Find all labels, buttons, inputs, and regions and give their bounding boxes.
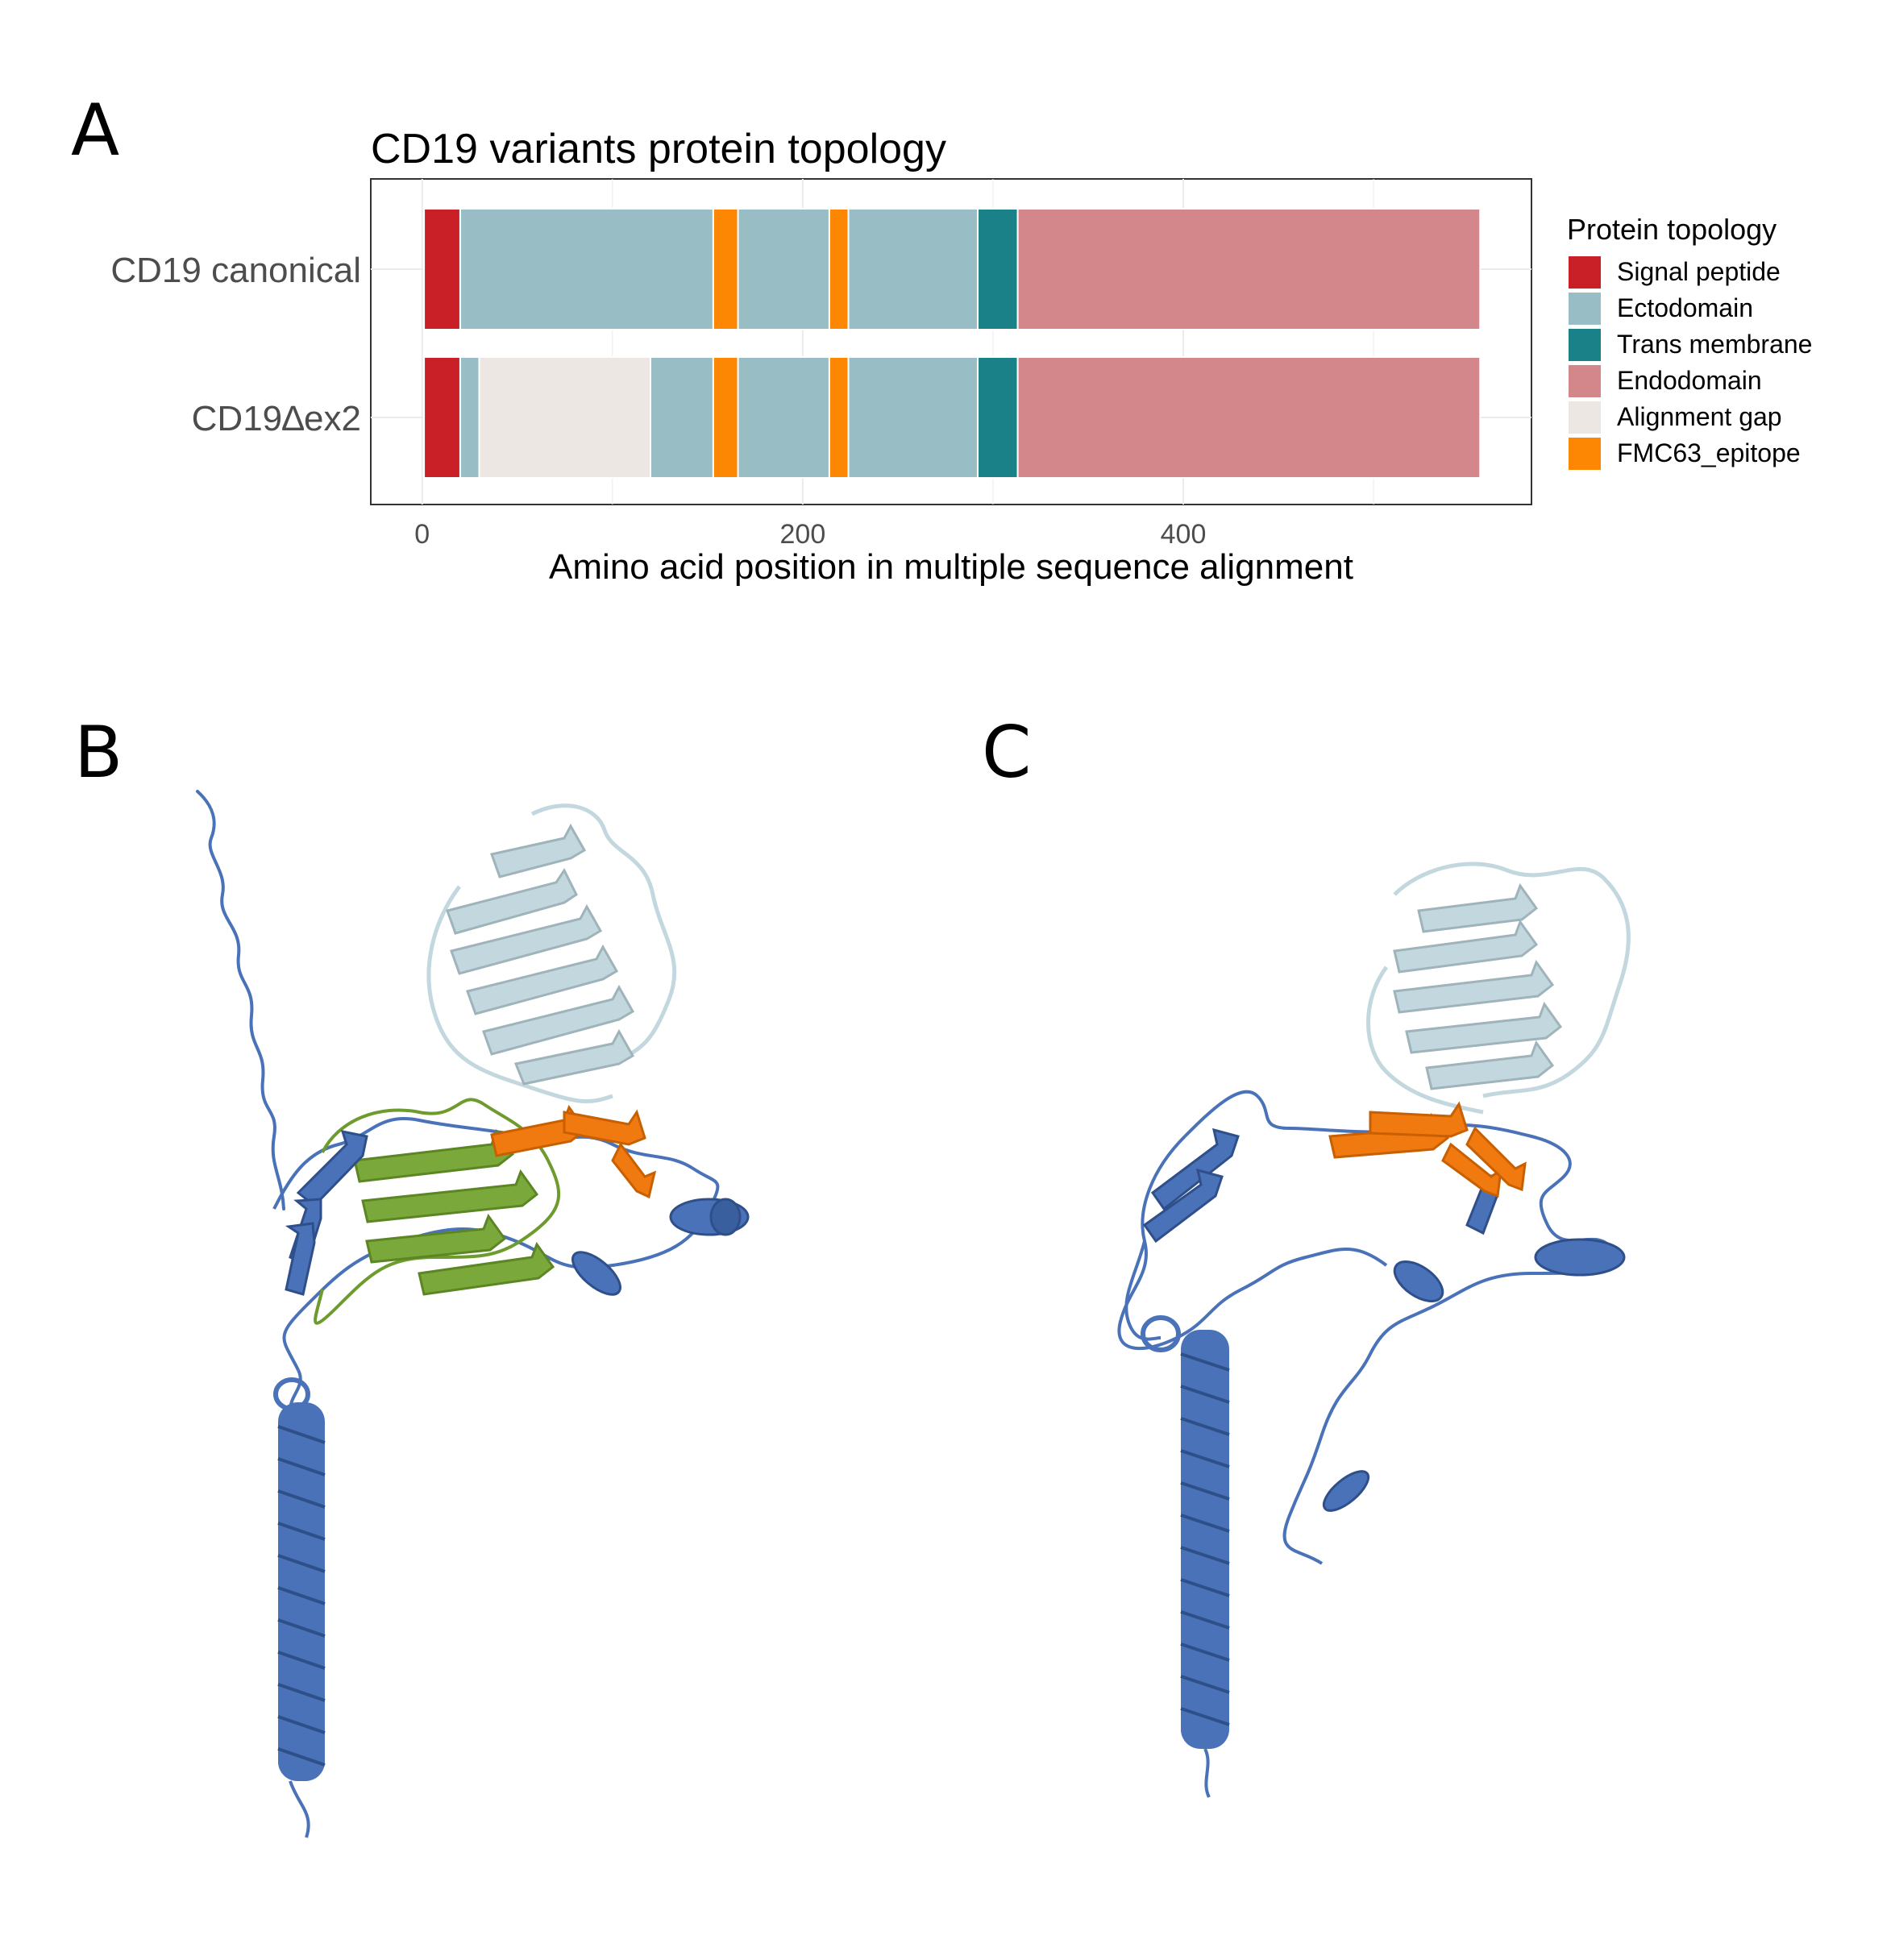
epitope-region <box>490 1104 657 1199</box>
scfv-loop <box>426 885 613 1103</box>
x-tick-label: 0 <box>414 519 430 550</box>
legend-items: Signal peptide Ectodomain Trans membrane En… <box>1569 256 1812 470</box>
bar-segments <box>423 208 1482 479</box>
scfv-strand <box>513 1028 635 1086</box>
cd19-helix <box>1393 1260 1444 1302</box>
x-axis-label: Amino acid position in multiple sequence… <box>549 547 1353 587</box>
cd19-coil <box>1183 1090 1617 1565</box>
y-tick-labels: CD19 canonical CD19∆ex2 <box>110 251 361 438</box>
scfv-strand <box>1393 919 1539 974</box>
cd19-coil <box>1124 1240 1162 1341</box>
epitope-strand <box>1465 1126 1527 1192</box>
y-tick-label: CD19∆ex2 <box>192 399 361 438</box>
bar-segment <box>847 356 979 479</box>
epitope-strand <box>1441 1142 1502 1198</box>
legend-label: Ectodomain <box>1617 293 1753 322</box>
scfv-strand <box>446 868 578 935</box>
bar-segment <box>1016 208 1482 330</box>
bar-segment <box>1016 356 1482 479</box>
y-tick-label: CD19 canonical <box>110 251 361 290</box>
legend: Protein topology Signal peptide Ectodomai… <box>1567 213 1812 470</box>
scfv-domain <box>426 804 677 1103</box>
exon2-coil <box>314 1098 560 1325</box>
epitope-strand <box>563 1109 646 1146</box>
scfv-loop <box>1393 862 1631 1098</box>
bar-segment <box>737 356 830 479</box>
helix-body <box>278 1402 325 1781</box>
panel-label-c: C <box>982 711 1032 794</box>
exon2-strand <box>365 1213 507 1264</box>
cd19-strand <box>1150 1127 1240 1211</box>
cd19-helix <box>1534 1238 1626 1277</box>
legend-label: Alignment gap <box>1617 402 1782 431</box>
bar-segment <box>423 208 461 330</box>
legend-swatch <box>1569 293 1601 325</box>
transmembrane-helix <box>273 1377 326 1781</box>
epitope-strand <box>1369 1101 1469 1138</box>
legend-swatch <box>1569 438 1601 470</box>
panel-label-a: A <box>71 89 120 172</box>
legend-label: FMC63_epitope <box>1617 438 1801 467</box>
legend-label: Signal peptide <box>1617 257 1781 286</box>
topology-chart: CD19 variants protein topology CD19 cano… <box>110 126 1812 587</box>
scfv-domain <box>1366 862 1631 1115</box>
scfv-strand <box>1393 959 1555 1014</box>
exon2-strand <box>418 1241 555 1296</box>
helix-turns <box>277 1425 326 1767</box>
legend-label: Trans membrane <box>1617 330 1812 359</box>
legend-swatch <box>1569 256 1601 289</box>
bar-segment <box>847 208 979 330</box>
scfv-strand <box>466 944 619 1015</box>
bar-segment <box>650 356 714 479</box>
scfv-strand <box>1425 1040 1555 1090</box>
chart-title: CD19 variants protein topology <box>371 126 946 172</box>
c-terminal-coil <box>289 1780 310 1838</box>
exon2-region <box>314 1098 560 1325</box>
scfv-strand <box>490 823 587 878</box>
helix-cap <box>273 1377 310 1411</box>
cd19-strand <box>1142 1168 1224 1244</box>
c-terminal-coil <box>1203 1748 1211 1798</box>
epitope-region <box>1328 1101 1527 1198</box>
helix-body <box>1181 1330 1229 1749</box>
legend-swatch <box>1569 329 1601 361</box>
helix-turns <box>1180 1352 1230 1726</box>
n-terminal-coil <box>196 790 285 1210</box>
cd19-strand <box>285 1222 316 1296</box>
legend-title: Protein topology <box>1567 213 1777 246</box>
epitope-strand <box>611 1142 657 1199</box>
legend-swatch <box>1569 401 1601 434</box>
legend-label: Endodomain <box>1617 366 1762 395</box>
bar-segment <box>459 208 714 330</box>
scfv-strand <box>482 984 635 1056</box>
cd19-helix <box>1322 1470 1370 1512</box>
bar-segment <box>478 356 652 479</box>
scfv-strand <box>1417 882 1539 933</box>
cd19-helix <box>571 1251 621 1296</box>
exon2-strand <box>353 1128 515 1183</box>
cd19-helix <box>709 1198 742 1236</box>
cd19-coil <box>1117 1135 1388 1351</box>
scfv-strand <box>450 903 603 975</box>
exon2-strand <box>361 1169 539 1223</box>
x-tick-label: 200 <box>780 519 826 550</box>
x-tick-label: 400 <box>1161 519 1207 550</box>
x-tick-labels: 0 200 400 <box>414 519 1206 550</box>
scfv-loop <box>1366 965 1484 1115</box>
bar-segment <box>977 208 1019 330</box>
panel-label-b: B <box>74 711 123 794</box>
transmembrane-helix <box>1141 1315 1230 1749</box>
bar-segment <box>977 356 1019 479</box>
scfv-strand <box>1405 1001 1563 1054</box>
scfv-loop <box>530 804 677 1066</box>
helix-cap <box>1141 1315 1181 1352</box>
legend-swatch <box>1569 365 1601 397</box>
